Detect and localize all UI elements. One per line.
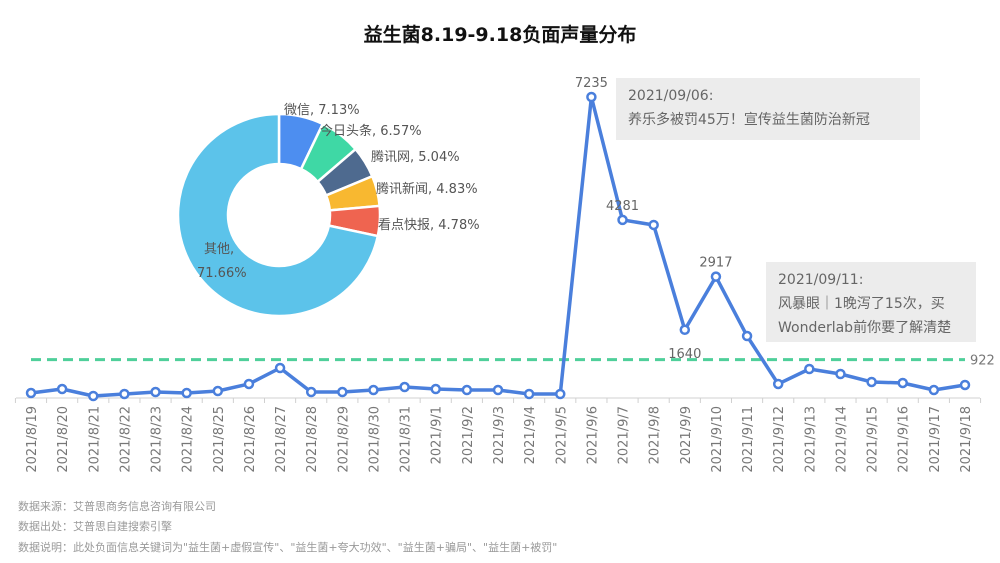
x-tick-label: 2021/9/12 xyxy=(772,406,787,473)
x-tick-label: 2021/9/14 xyxy=(834,406,849,473)
annotation-text-2: Wonderlab前你要了解清楚 xyxy=(778,320,952,336)
data-point xyxy=(679,324,691,336)
data-label: 4281 xyxy=(606,199,639,214)
data-label: 2917 xyxy=(699,256,732,271)
donut-label: 其他, xyxy=(204,242,234,257)
x-tick-label: 2021/9/5 xyxy=(554,406,569,464)
data-point xyxy=(804,363,815,375)
x-tick-label: 2021/9/4 xyxy=(523,406,538,464)
x-tick-label: 2021/9/18 xyxy=(959,406,974,473)
x-tick-label: 2021/8/25 xyxy=(212,406,227,473)
data-point xyxy=(25,387,37,399)
x-tick-label: 2021/8/30 xyxy=(367,406,382,473)
donut-label: 微信, 7.13% xyxy=(284,103,360,118)
x-tick-label: 2021/9/8 xyxy=(648,406,663,464)
x-tick-label: 2021/9/11 xyxy=(741,406,756,473)
x-tick-label: 2021/8/26 xyxy=(243,406,258,473)
x-tick-label: 2021/9/15 xyxy=(866,406,881,473)
x-tick-label: 2021/8/20 xyxy=(56,406,71,473)
data-point xyxy=(305,386,317,398)
data-point xyxy=(492,384,504,396)
data-point xyxy=(648,219,659,231)
x-tick-label: 2021/8/28 xyxy=(305,406,320,473)
data-point xyxy=(368,384,379,396)
data-point xyxy=(150,386,161,398)
x-tick-label: 2021/8/27 xyxy=(274,406,289,473)
x-tick-label: 2021/9/10 xyxy=(710,406,725,473)
data-point xyxy=(617,214,628,226)
data-point xyxy=(959,379,971,391)
data-point xyxy=(461,384,473,396)
x-tick-label: 2021/9/3 xyxy=(492,406,507,464)
data-point xyxy=(88,390,99,402)
x-tick-label: 2021/9/9 xyxy=(679,406,694,464)
x-tick-label: 2021/9/7 xyxy=(617,406,632,464)
x-tick-label: 2021/9/13 xyxy=(803,406,818,473)
reference-line-label: 922 xyxy=(970,354,995,369)
data-point xyxy=(399,381,410,393)
x-tick-label: 2021/9/17 xyxy=(928,406,943,473)
data-point xyxy=(274,362,286,374)
data-point xyxy=(243,378,255,390)
data-label: 7235 xyxy=(575,76,608,91)
x-tick-label: 2021/9/16 xyxy=(897,406,912,473)
data-point xyxy=(56,383,68,395)
x-tick-label: 2021/8/21 xyxy=(87,406,102,473)
data-point xyxy=(212,385,224,397)
x-tick-label: 2021/8/31 xyxy=(399,406,414,473)
x-tick-label: 2021/8/23 xyxy=(150,406,165,473)
x-tick-label: 2021/8/24 xyxy=(181,406,196,473)
footer-origin: 数据出处：艾普思自建搜索引擎 xyxy=(18,520,172,533)
annotation-text: 风暴眼｜1晚泻了15次，买 xyxy=(778,296,945,312)
x-tick-label: 2021/9/6 xyxy=(585,406,600,464)
donut-label: 腾讯新闻, 4.83% xyxy=(376,181,478,197)
donut-slice-5 xyxy=(176,112,380,318)
data-point xyxy=(555,388,566,400)
data-point xyxy=(586,91,597,103)
x-tick-label: 2021/8/22 xyxy=(118,406,133,473)
data-point xyxy=(710,271,722,282)
data-point xyxy=(835,368,846,380)
donut-label: 腾讯网, 5.04% xyxy=(371,149,460,165)
donut-label: 71.66% xyxy=(197,266,247,281)
data-point xyxy=(430,383,441,395)
annotation-0911: 2021/09/11: 风暴眼｜1晚泻了15次，买 Wonderlab前你要了解… xyxy=(766,262,976,342)
x-tick-label: 2021/9/1 xyxy=(430,406,445,464)
donut-label: 看点快报, 4.78% xyxy=(378,217,480,233)
annotation-date: 2021/09/11: xyxy=(778,272,864,288)
footer-description: 数据说明：此处负面信息关键词为"益生菌+虚假宣传"、"益生菌+夸大功效"、"益生… xyxy=(18,541,558,554)
annotation-date: 2021/09/06: xyxy=(628,88,714,104)
data-point xyxy=(928,384,940,396)
data-point xyxy=(897,377,908,389)
x-tick-label: 2021/8/29 xyxy=(336,406,351,473)
data-point xyxy=(772,378,784,390)
x-tick-label: 2021/9/2 xyxy=(461,406,476,464)
donut-label: 今日头条, 6.57% xyxy=(320,123,422,139)
data-point xyxy=(866,376,877,388)
data-point xyxy=(119,388,130,400)
data-point xyxy=(337,386,348,398)
annotation-text: 养乐多被罚45万！宣传益生菌防治新冠 xyxy=(628,112,870,128)
chart-title: 益生菌8.19-9.18负面声量分布 xyxy=(363,24,637,46)
data-label: 1640 xyxy=(668,347,701,362)
footer-source: 数据来源：艾普思商务信息咨询有限公司 xyxy=(18,500,216,513)
data-point xyxy=(741,330,753,342)
data-point xyxy=(523,388,535,400)
x-tick-label: 2021/8/19 xyxy=(25,406,40,473)
data-point xyxy=(181,387,192,399)
annotation-0906: 2021/09/06: 养乐多被罚45万！宣传益生菌防治新冠 xyxy=(616,78,920,140)
